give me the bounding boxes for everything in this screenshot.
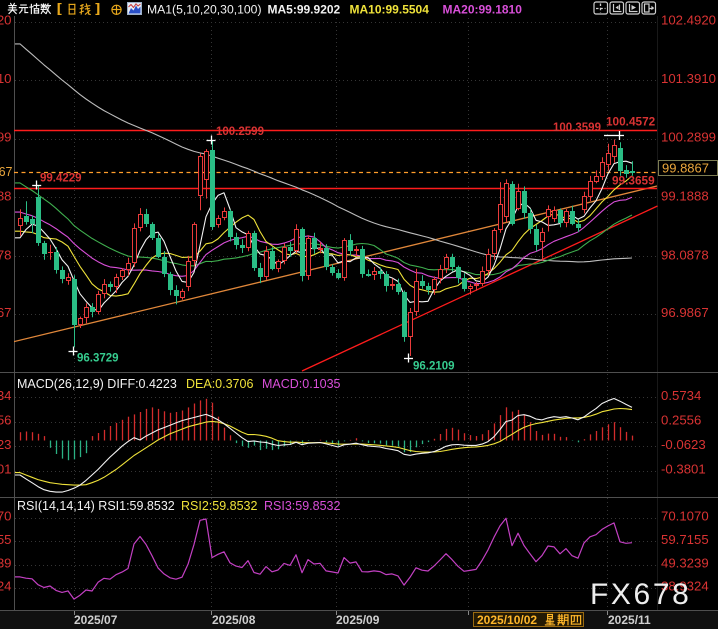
svg-text:100.2899: 100.2899 [661, 130, 716, 145]
svg-text:-0.3801: -0.3801 [661, 462, 706, 477]
svg-text:-0.0623: -0.0623 [661, 437, 706, 452]
svg-text:70.1070: 70.1070 [0, 509, 12, 524]
svg-text:102.4920: 102.4920 [0, 13, 12, 28]
svg-text:99.1888: 99.1888 [661, 189, 709, 204]
svg-text:RSI(14,14,14) RSI1:59.8532: RSI(14,14,14) RSI1:59.8532 [17, 499, 175, 513]
svg-text:96.2109: 96.2109 [413, 361, 455, 373]
svg-text:38.9324: 38.9324 [0, 579, 12, 594]
svg-text:38.9324: 38.9324 [661, 579, 709, 594]
svg-text:98.0878: 98.0878 [661, 248, 709, 263]
svg-text:MA20:99.1810: MA20:99.1810 [443, 3, 523, 17]
svg-text:100.3599: 100.3599 [553, 122, 601, 134]
svg-text:2025/09: 2025/09 [336, 613, 380, 627]
svg-text:101.3910: 101.3910 [661, 71, 716, 86]
svg-text:101.3910: 101.3910 [0, 71, 12, 86]
svg-text:RSI3:59.8532: RSI3:59.8532 [264, 499, 340, 513]
svg-text:59.7155: 59.7155 [0, 532, 12, 547]
svg-text:2025/08: 2025/08 [212, 613, 256, 627]
svg-text:MACD:0.1035: MACD:0.1035 [262, 377, 341, 391]
svg-text:DEA:0.3706: DEA:0.3706 [186, 377, 253, 391]
svg-text:99.1888: 99.1888 [0, 189, 12, 204]
svg-text:99.3659: 99.3659 [612, 174, 655, 188]
svg-text:0.5734: 0.5734 [0, 388, 12, 403]
svg-text:99.8867: 99.8867 [0, 165, 13, 179]
svg-text:96.9867: 96.9867 [661, 305, 709, 320]
svg-text:FX678: FX678 [590, 578, 691, 611]
svg-text:MA10:99.5504: MA10:99.5504 [350, 3, 430, 17]
svg-text:MA5:99.9202: MA5:99.9202 [268, 3, 341, 17]
svg-text:49.3239: 49.3239 [0, 556, 12, 571]
svg-text:-0.0623: -0.0623 [0, 437, 12, 452]
svg-text:100.2599: 100.2599 [216, 126, 264, 138]
svg-text:96.3729: 96.3729 [77, 353, 119, 365]
svg-text:-0.3801: -0.3801 [0, 462, 12, 477]
svg-text:49.3239: 49.3239 [661, 556, 709, 571]
svg-text:2025/10/02: 2025/10/02 [477, 613, 537, 627]
svg-text:99.8867: 99.8867 [662, 161, 709, 176]
svg-text:102.4920: 102.4920 [661, 13, 716, 28]
svg-text:2025/07: 2025/07 [74, 613, 118, 627]
svg-text:0.2556: 0.2556 [0, 413, 12, 428]
svg-text:70.1070: 70.1070 [661, 509, 709, 524]
svg-text:2025/11: 2025/11 [608, 613, 651, 627]
svg-text:0.5734: 0.5734 [661, 388, 701, 403]
svg-text:98.0878: 98.0878 [0, 248, 12, 263]
svg-text:0.2556: 0.2556 [661, 413, 701, 428]
svg-text:100.2899: 100.2899 [0, 130, 12, 145]
svg-text:59.7155: 59.7155 [661, 532, 709, 547]
svg-text:MA1(5,10,20,30,100): MA1(5,10,20,30,100) [147, 3, 262, 17]
svg-text:100.4572: 100.4572 [606, 115, 656, 129]
svg-text:99.4229: 99.4229 [40, 173, 82, 185]
svg-text:96.9867: 96.9867 [0, 305, 12, 320]
svg-text:RSI2:59.8532: RSI2:59.8532 [181, 499, 257, 513]
svg-text:MACD(26,12,9) DIFF:0.4223: MACD(26,12,9) DIFF:0.4223 [17, 377, 177, 391]
